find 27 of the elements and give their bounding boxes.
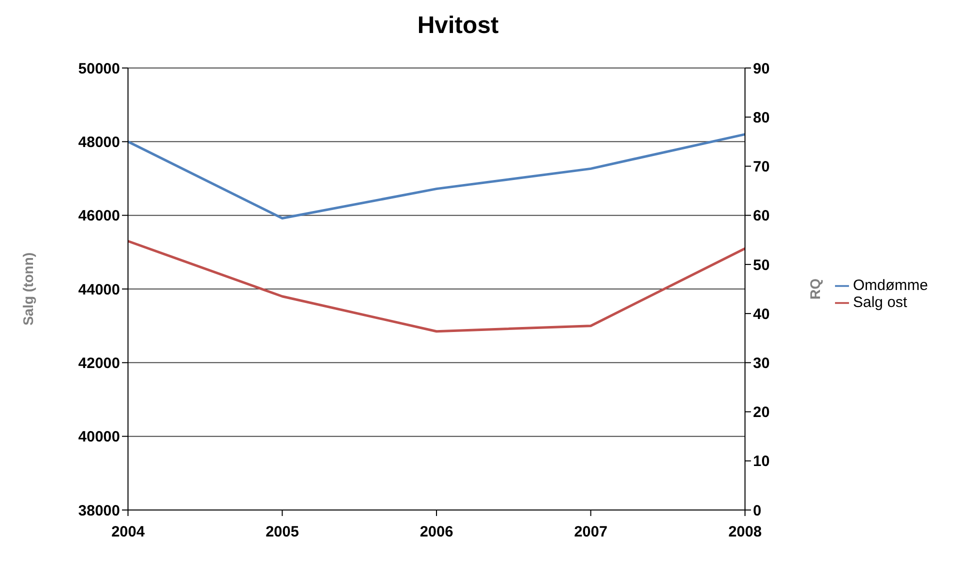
x-tick-label: 2005 (266, 524, 299, 541)
y2-axis-title: RQ (806, 278, 823, 300)
y2-tick-label: 10 (753, 453, 770, 470)
y-tick-label: 42000 (78, 354, 120, 372)
legend-label: Omdømme (853, 277, 928, 294)
x-tick-label: 2006 (420, 524, 454, 541)
y-tick-label: 50000 (78, 60, 120, 78)
y-axis-title: Salg (tonn) (20, 252, 36, 326)
y2-tick-label: 50 (753, 256, 770, 274)
x-tick-label: 2004 (111, 524, 146, 541)
y-tick-label: 48000 (78, 134, 120, 151)
y-tick-label: 38000 (78, 502, 120, 520)
y2-tick-label: 70 (753, 158, 770, 176)
y2-tick-label: 60 (753, 208, 770, 225)
x-tick-label: 2007 (574, 524, 608, 541)
y2-tick-label: 40 (753, 306, 770, 323)
y2-tick-label: 0 (753, 502, 762, 520)
x-tick-label: 2008 (728, 524, 762, 541)
chart-title: Hvitost (416, 12, 500, 40)
y2-tick-label: 90 (753, 60, 770, 78)
y2-tick-label: 20 (753, 404, 770, 422)
y-tick-label: 44000 (78, 281, 120, 298)
y-tick-label: 46000 (78, 208, 120, 225)
y-tick-label: 40000 (78, 428, 120, 446)
legend-label: Salg ost (853, 294, 908, 311)
y2-tick-label: 30 (753, 354, 770, 372)
y2-tick-label: 80 (753, 109, 770, 126)
